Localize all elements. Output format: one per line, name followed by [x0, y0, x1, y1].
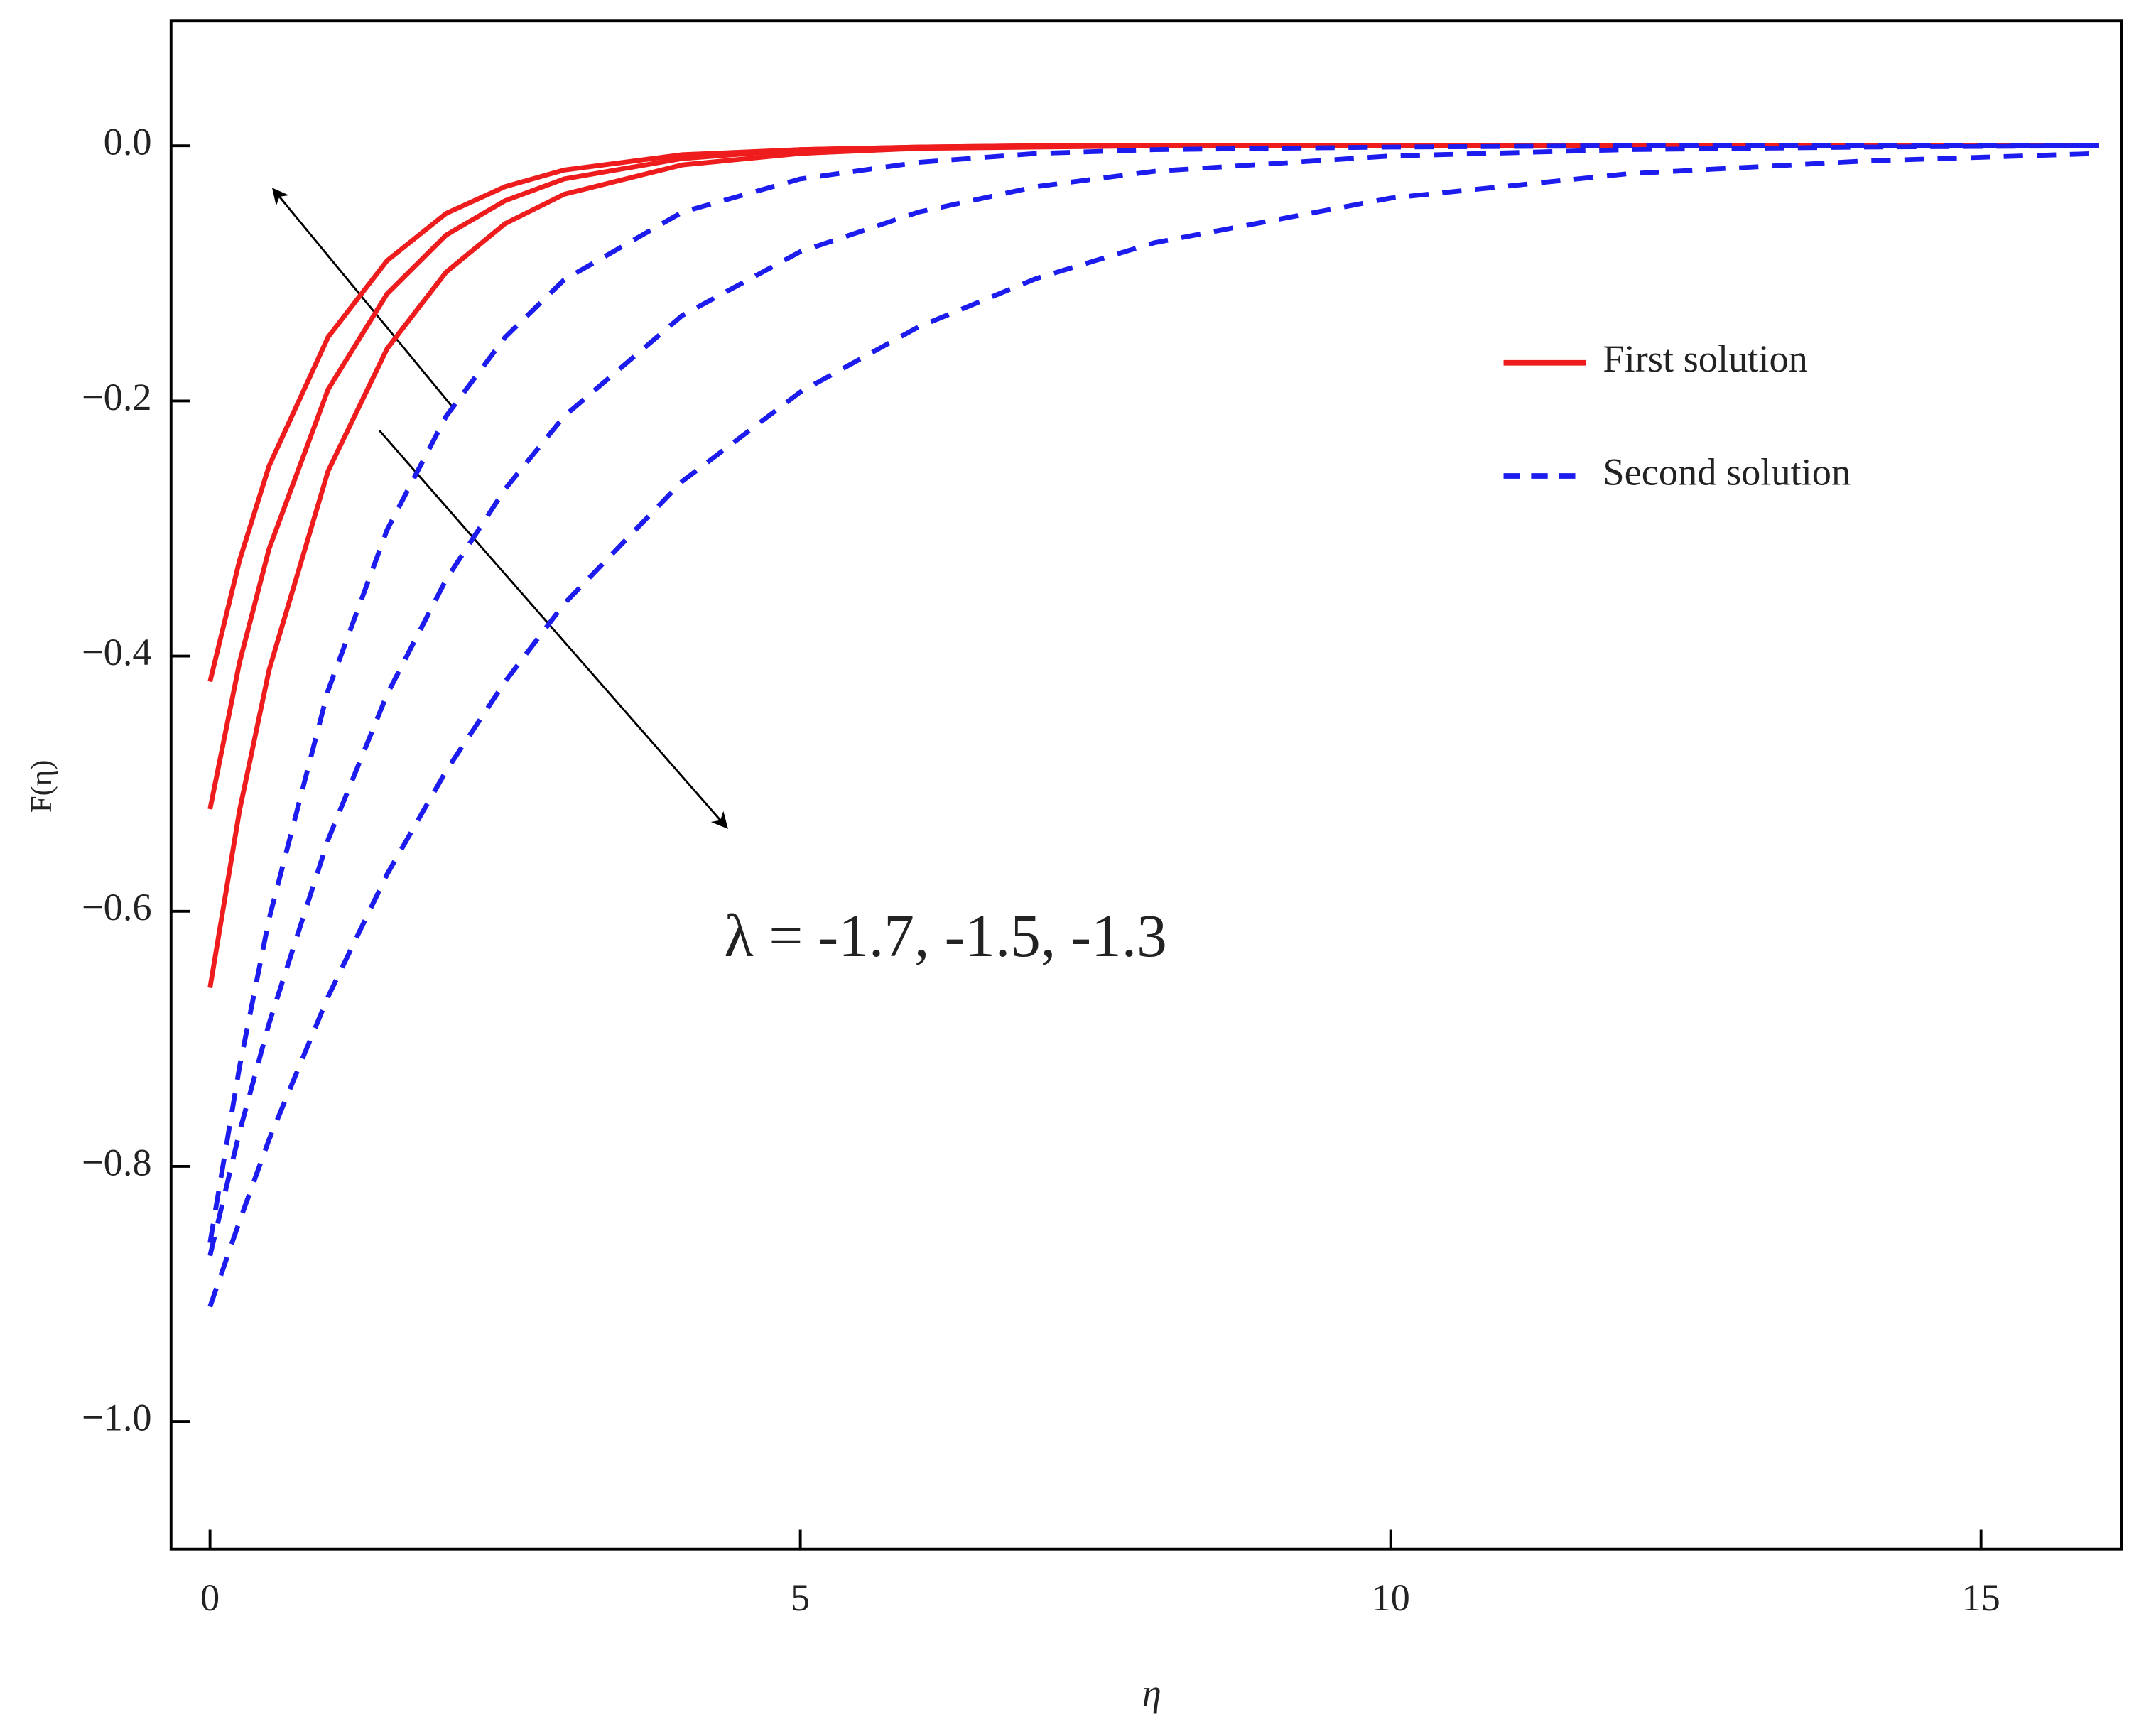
y-tick-label: −1.0 — [82, 1397, 152, 1439]
annotation-arrow — [271, 188, 454, 408]
annotation: λ = -1.7, -1.5, -1.3 — [724, 903, 1166, 970]
legend-label: Second solution — [1603, 450, 1851, 493]
x-tick-label: 0 — [200, 1576, 220, 1619]
x-tick-label: 15 — [1961, 1576, 2000, 1619]
series-line — [207, 143, 2099, 1244]
y-tick-label: −0.8 — [82, 1141, 152, 1183]
x-axis-label: η — [1142, 1671, 1161, 1714]
series-line — [207, 151, 2099, 1308]
y-tick-label: 0.0 — [104, 121, 152, 163]
y-axis-label: F(η) — [25, 760, 58, 813]
legend-label: First solution — [1603, 337, 1807, 380]
annotation-arrow — [378, 429, 728, 829]
plot-frame — [169, 19, 2123, 1551]
y-tick-label: −0.2 — [82, 376, 152, 418]
y-tick-label: −0.6 — [82, 886, 152, 928]
legend: First solution Second solution — [1503, 337, 1851, 493]
y-tick-label: −0.4 — [82, 631, 152, 673]
x-tick-label: 5 — [791, 1576, 810, 1619]
x-tick-label: 10 — [1371, 1576, 1409, 1619]
series-line — [207, 143, 2099, 989]
series-line — [207, 143, 2099, 1257]
series-line — [207, 143, 2099, 683]
